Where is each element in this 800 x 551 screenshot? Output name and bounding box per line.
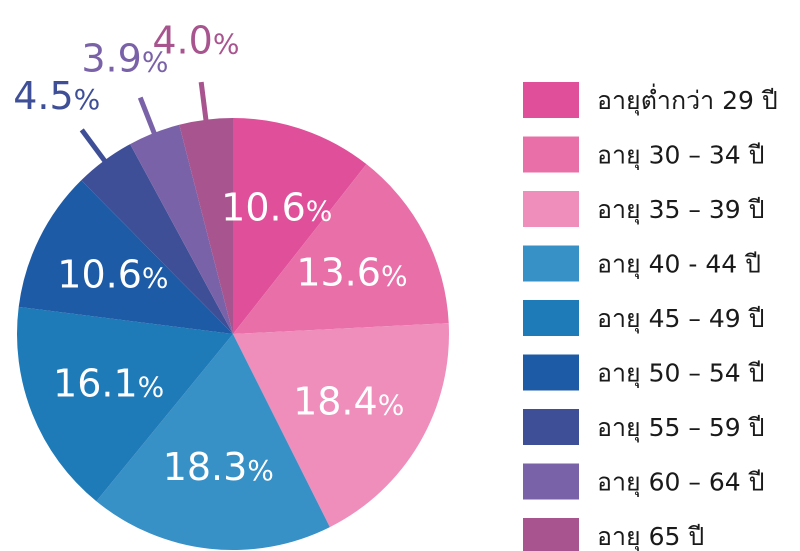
data-label: 10.6% xyxy=(57,253,168,297)
data-label: 10.6% xyxy=(221,185,332,229)
data-label: 16.1% xyxy=(53,362,164,406)
legend-label: อายุ 50 – 54 ปี xyxy=(597,359,764,389)
legend-label: อายุ 30 – 34 ปี xyxy=(597,141,764,171)
legend-swatch xyxy=(523,463,579,500)
pie-slice xyxy=(233,118,367,334)
legend-swatch xyxy=(523,191,579,227)
legend-label: อายุ 60 – 64 ปี xyxy=(597,468,764,498)
pie-slices xyxy=(16,118,449,550)
leader-line xyxy=(198,81,209,123)
data-labels: 10.6% 13.6% 18.4% 18.3% 16.1% 10.6% 4.5%3.9%4.… xyxy=(13,18,407,489)
pie-slice xyxy=(16,306,234,502)
pie-slice xyxy=(233,164,449,334)
legend-swatch xyxy=(523,300,579,336)
pie-slice xyxy=(96,334,330,550)
pie-slice xyxy=(130,124,233,334)
legend-label: อายุ 55 – 59 ปี xyxy=(597,413,764,443)
pie-slice xyxy=(18,180,234,334)
leader-lines xyxy=(79,81,209,164)
legend-swatch xyxy=(523,354,579,391)
data-label: 4.5% xyxy=(13,74,100,118)
legend-label: อายุ 45 – 49 ปี xyxy=(597,304,764,334)
legend-swatch xyxy=(523,245,579,282)
legend-swatch xyxy=(523,518,579,551)
data-label: 18.4% xyxy=(293,379,404,423)
data-label: 3.9% xyxy=(81,36,168,80)
legend-label: อายุ 40 - 44 ปี xyxy=(597,250,761,280)
leader-line xyxy=(79,128,108,164)
pie-slice xyxy=(81,144,234,334)
legend-label: อายุต่ำกว่า 29 ปี xyxy=(597,83,778,116)
legend-swatch xyxy=(523,409,579,445)
data-label: 18.3% xyxy=(163,445,274,489)
legend-label: อายุ 65 ปี xyxy=(597,522,704,551)
data-label: 13.6% xyxy=(296,250,407,294)
pie-slice xyxy=(179,118,233,334)
legend-swatch xyxy=(523,136,579,173)
data-label: 4.0% xyxy=(152,18,239,62)
leader-line xyxy=(137,96,158,136)
legend-swatch xyxy=(523,82,579,118)
legend: อายุต่ำกว่า 29 ปีอายุ 30 – 34 ปีอายุ 35 … xyxy=(523,82,778,551)
legend-label: อายุ 35 – 39 ปี xyxy=(597,195,764,225)
pie-slice xyxy=(233,323,449,528)
